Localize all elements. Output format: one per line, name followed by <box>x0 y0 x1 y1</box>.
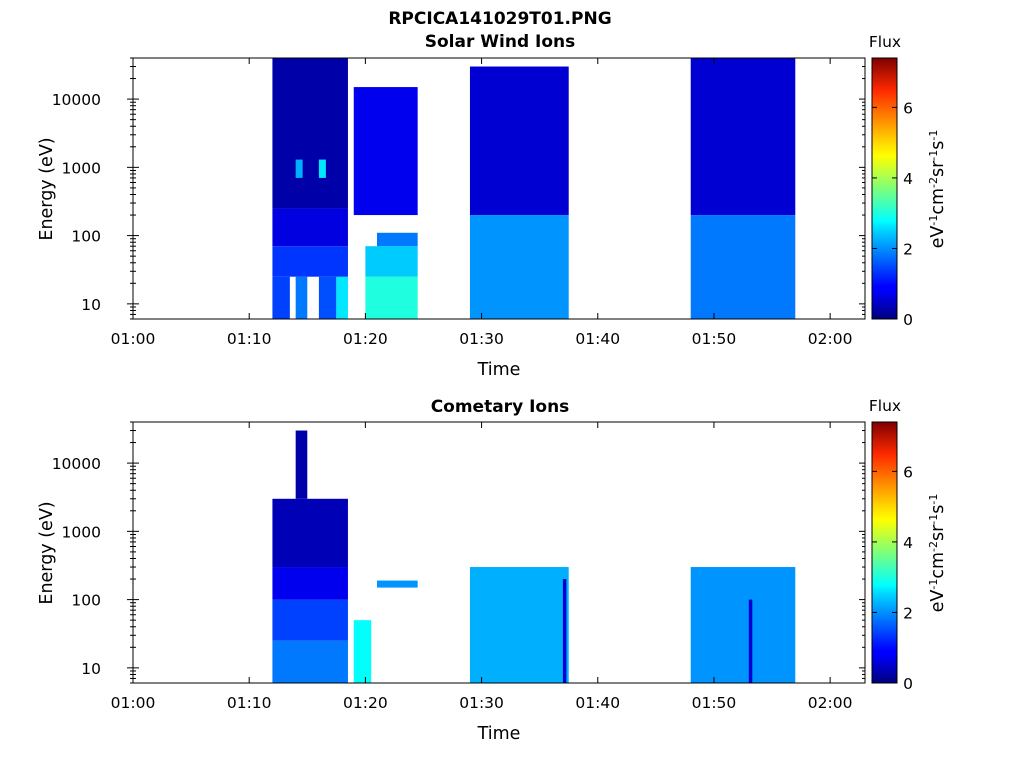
x-ticks: 01:00 01:10 01:20 01:30 01:40 01:50 02:00 <box>111 422 853 712</box>
x-tick-label: 01:40 <box>575 330 620 348</box>
heatmap-cell <box>272 567 348 600</box>
colorbar-ticks: 0 2 4 6 <box>872 463 913 693</box>
x-tick-label: 02:00 <box>808 694 853 712</box>
heatmap-cell <box>469 567 569 683</box>
plot-frame <box>132 57 866 320</box>
x-axis-label: Time <box>477 724 521 744</box>
colorbar <box>871 421 898 684</box>
x-tick-label: 01:40 <box>575 694 620 712</box>
y-tick-label: 10 <box>81 660 101 678</box>
y-axis-label: Energy (eV) <box>37 501 57 604</box>
heatmap-cell <box>469 66 569 216</box>
heatmap-cell <box>295 276 308 319</box>
heatmap-cell <box>377 580 418 588</box>
colorbar-title: Flux <box>869 33 901 51</box>
x-ticks: 01:00 01:10 01:20 01:30 01:40 01:50 02:00 <box>111 58 853 348</box>
heatmap-cell <box>562 579 567 683</box>
colorbar <box>871 57 898 320</box>
heatmap-cells <box>272 58 796 319</box>
x-tick-label: 01:50 <box>692 330 737 348</box>
colorbar-tick-label: 4 <box>903 534 913 552</box>
colorbar-tick-label: 0 <box>903 675 913 693</box>
colorbar-tick-label: 6 <box>903 463 913 481</box>
heatmap-cell <box>690 58 796 216</box>
heatmap-cell <box>295 159 303 178</box>
heatmap-cell <box>365 276 418 319</box>
x-tick-label: 01:30 <box>459 694 504 712</box>
y-tick-label: 100 <box>71 592 101 610</box>
x-tick-label: 01:50 <box>692 694 737 712</box>
heatmap-cell <box>272 599 348 641</box>
solar-wind-ions-panel: Solar Wind Ions 01:00 01:10 01:20 01:30 01:4… <box>37 32 948 380</box>
heatmap-cell <box>353 87 418 216</box>
colorbar-tick-label: 6 <box>903 99 913 117</box>
heatmap-cell <box>365 246 418 277</box>
x-tick-label: 01:10 <box>227 694 272 712</box>
x-tick-label: 01:00 <box>111 694 156 712</box>
colorbar-title: Flux <box>869 397 901 415</box>
y-tick-label: 10 <box>81 296 101 314</box>
x-axis-label: Time <box>477 360 521 380</box>
y-ticks: 10 100 1000 10000 <box>52 421 865 684</box>
heatmap-cell <box>353 620 372 683</box>
colorbar-label: eV-1cm-2sr-1s-1 <box>927 130 948 249</box>
heatmap-cells <box>272 430 796 683</box>
y-tick-label: 1000 <box>62 523 101 541</box>
heatmap-cell <box>377 232 418 247</box>
panel-title-solar-wind: Solar Wind Ions <box>425 32 576 52</box>
heatmap-cell <box>272 498 348 568</box>
plot-frame <box>132 421 866 684</box>
colorbar-tick-label: 0 <box>903 311 913 329</box>
heatmap-cell <box>272 276 290 319</box>
colorbar-tick-label: 2 <box>903 240 913 258</box>
heatmap-cell <box>272 58 348 209</box>
x-tick-label: 01:10 <box>227 330 272 348</box>
heatmap-cell <box>318 276 337 319</box>
x-tick-label: 01:20 <box>343 330 388 348</box>
x-tick-label: 01:00 <box>111 330 156 348</box>
colorbar-tick-label: 2 <box>903 604 913 622</box>
heatmap-cell <box>272 640 348 683</box>
y-ticks: 10 100 1000 10000 <box>52 57 865 320</box>
y-tick-label: 10000 <box>52 91 101 109</box>
heatmap-cell <box>318 159 326 178</box>
heatmap-cell <box>469 215 569 319</box>
y-axis-label: Energy (eV) <box>37 137 57 240</box>
x-tick-label: 01:30 <box>459 330 504 348</box>
heatmap-cell <box>690 215 796 319</box>
heatmap-cell <box>748 599 753 683</box>
y-tick-label: 100 <box>71 228 101 246</box>
heatmap-cell <box>336 276 348 319</box>
heatmap-cell <box>295 430 308 499</box>
figure-title: RPCICA141029T01.PNG <box>388 9 611 29</box>
heatmap-cell <box>272 246 348 277</box>
x-tick-label: 02:00 <box>808 330 853 348</box>
colorbar-ticks: 0 2 4 6 <box>872 99 913 329</box>
colorbar-tick-label: 4 <box>903 170 913 188</box>
y-tick-label: 1000 <box>62 159 101 177</box>
x-tick-label: 01:20 <box>343 694 388 712</box>
heatmap-cell <box>690 567 796 683</box>
cometary-ions-panel: Cometary Ions 01:00 01:10 01:20 01:30 01:40 0… <box>37 397 948 744</box>
panel-title-cometary: Cometary Ions <box>431 397 570 417</box>
heatmap-cell <box>272 208 348 247</box>
colorbar-label: eV-1cm-2sr-1s-1 <box>927 494 948 613</box>
y-tick-label: 10000 <box>52 455 101 473</box>
